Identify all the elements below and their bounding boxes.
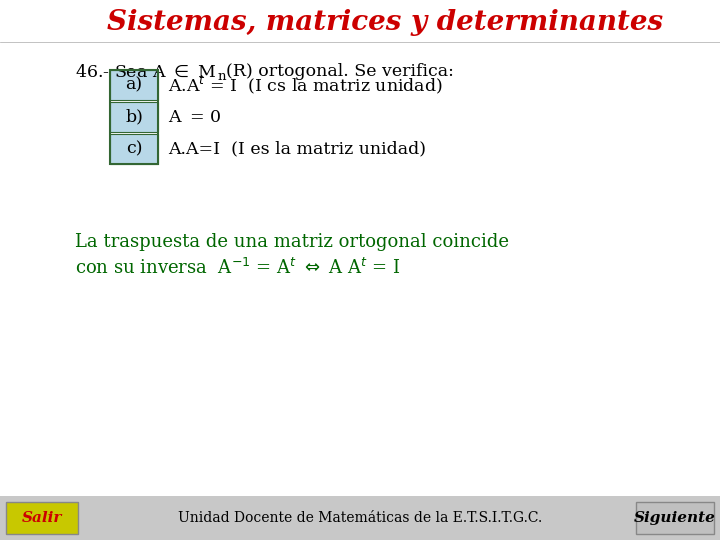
Text: 46.- Sea A $\in$ M: 46.- Sea A $\in$ M bbox=[75, 64, 217, 80]
Bar bbox=[6, 502, 78, 534]
Text: A$\,$ = 0: A$\,$ = 0 bbox=[168, 109, 221, 125]
Text: Sistemas, matrices y determinantes: Sistemas, matrices y determinantes bbox=[107, 9, 663, 36]
Text: La traspuesta de una matriz ortogonal coincide: La traspuesta de una matriz ortogonal co… bbox=[75, 233, 509, 251]
Text: A.A$^t$ = I  (I cs la matriz unidad): A.A$^t$ = I (I cs la matriz unidad) bbox=[168, 74, 443, 96]
Bar bbox=[110, 102, 158, 132]
Text: b): b) bbox=[125, 109, 143, 125]
Bar bbox=[636, 502, 714, 534]
Text: n: n bbox=[218, 71, 227, 84]
Bar bbox=[110, 70, 158, 100]
Bar bbox=[110, 134, 158, 164]
Text: c): c) bbox=[126, 140, 143, 158]
Bar bbox=[0, 496, 720, 540]
Text: a): a) bbox=[125, 77, 143, 93]
Text: Salir: Salir bbox=[22, 511, 62, 525]
Text: Unidad Docente de Matemáticas de la E.T.S.I.T.G.C.: Unidad Docente de Matemáticas de la E.T.… bbox=[178, 511, 542, 525]
Text: con su inversa  A$^{-1}$ = A$^t$ $\Leftrightarrow$ A A$^t$ = I: con su inversa A$^{-1}$ = A$^t$ $\Leftri… bbox=[75, 258, 401, 278]
Bar bbox=[110, 70, 158, 164]
Text: A.A=I  (I es la matriz unidad): A.A=I (I es la matriz unidad) bbox=[168, 140, 426, 158]
Text: (R) ortogonal. Se verifica:: (R) ortogonal. Se verifica: bbox=[226, 64, 454, 80]
Text: Siguiente: Siguiente bbox=[634, 511, 716, 525]
